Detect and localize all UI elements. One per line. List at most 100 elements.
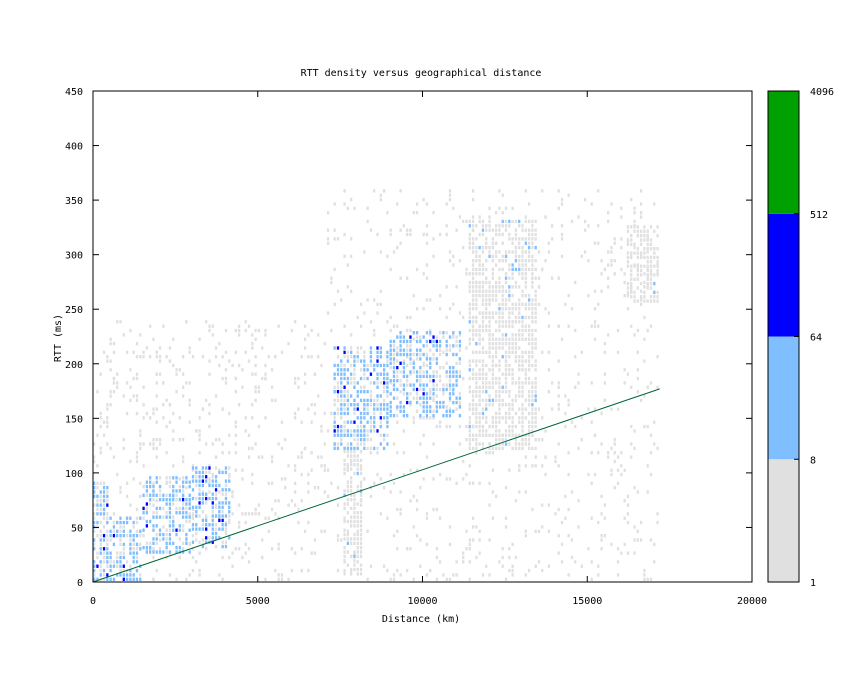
density-cell xyxy=(293,490,297,494)
density-cell xyxy=(188,420,191,424)
density-cell xyxy=(406,413,409,418)
density-cell xyxy=(656,512,659,516)
density-cell xyxy=(119,320,122,324)
density-cell xyxy=(531,507,534,512)
density-cell xyxy=(106,420,109,424)
density-cell xyxy=(135,451,139,455)
colorbar-bin xyxy=(768,459,799,582)
density-cell xyxy=(504,416,508,420)
density-cell xyxy=(175,577,178,581)
density-cell xyxy=(336,411,340,416)
density-cell xyxy=(485,276,488,280)
density-cell xyxy=(109,403,112,407)
density-cell xyxy=(422,383,425,387)
density-cell xyxy=(221,544,224,549)
density-cell xyxy=(333,416,336,420)
density-cell xyxy=(498,307,501,311)
density-cell xyxy=(468,560,471,564)
density-cell xyxy=(188,573,191,577)
density-cell xyxy=(488,481,491,485)
density-cell xyxy=(119,490,122,494)
density-cell xyxy=(346,484,350,489)
density-cell xyxy=(132,525,135,529)
density-cell xyxy=(162,550,165,554)
density-cell xyxy=(524,307,527,311)
density-cell xyxy=(168,497,172,502)
density-cell xyxy=(607,250,610,254)
density-cell xyxy=(247,455,251,459)
density-cell xyxy=(346,449,350,454)
density-cell xyxy=(501,333,504,337)
density-cell xyxy=(343,407,346,411)
density-cell xyxy=(524,359,527,363)
density-cell xyxy=(211,324,214,328)
density-cell xyxy=(402,387,406,392)
density-cell xyxy=(320,429,323,433)
density-cell xyxy=(524,433,527,437)
density-cell xyxy=(125,573,129,577)
density-cell xyxy=(270,507,274,512)
density-cell xyxy=(93,560,96,564)
density-cell xyxy=(188,506,191,511)
density-cell xyxy=(649,577,653,581)
density-cell xyxy=(336,381,340,385)
density-cell xyxy=(616,350,620,355)
density-cell xyxy=(129,328,132,333)
density-cell xyxy=(93,529,96,533)
density-cell xyxy=(633,525,636,529)
density-cell xyxy=(333,420,336,424)
density-cell xyxy=(643,272,646,276)
density-cell xyxy=(636,233,639,238)
density-cell xyxy=(429,357,432,361)
density-cell xyxy=(241,477,244,481)
density-cell xyxy=(317,455,320,459)
density-cell xyxy=(643,238,646,242)
density-cell xyxy=(116,555,119,560)
density-cell xyxy=(129,529,132,533)
density-cell xyxy=(340,363,343,368)
density-cell xyxy=(234,547,237,551)
density-cell xyxy=(346,446,350,451)
density-cell xyxy=(336,533,340,538)
density-cell xyxy=(478,341,481,346)
density-cell xyxy=(96,481,99,485)
density-cell xyxy=(442,331,445,335)
density-cell xyxy=(514,307,518,311)
density-cell xyxy=(445,285,448,289)
density-cell xyxy=(208,359,211,363)
density-cell xyxy=(343,572,346,576)
density-cell xyxy=(102,499,106,503)
density-cell xyxy=(191,507,195,512)
density-cell xyxy=(649,281,653,286)
density-cell xyxy=(481,324,485,328)
density-cell xyxy=(99,424,102,429)
density-cell xyxy=(333,429,336,433)
density-cell xyxy=(442,387,445,392)
density-cell xyxy=(376,232,379,237)
density-cell xyxy=(636,368,639,372)
density-cell xyxy=(475,237,478,241)
density-cell xyxy=(185,515,188,519)
density-cell xyxy=(353,554,356,559)
density-cell xyxy=(425,331,429,335)
density-cell xyxy=(435,387,438,392)
density-cell xyxy=(208,477,211,481)
density-cell xyxy=(471,376,475,381)
density-cell xyxy=(112,564,116,568)
density-cell xyxy=(465,547,468,551)
density-cell xyxy=(498,320,501,324)
density-cell xyxy=(155,437,158,442)
density-cell xyxy=(389,381,392,385)
density-cell xyxy=(527,307,531,311)
density-cell xyxy=(191,540,195,544)
density-cell xyxy=(155,394,158,398)
density-cell xyxy=(109,555,112,560)
density-cell xyxy=(498,381,501,385)
density-cell xyxy=(643,295,646,299)
density-cell xyxy=(527,403,531,407)
density-cell xyxy=(590,560,593,564)
density-cell xyxy=(386,420,389,424)
density-cell xyxy=(181,506,185,511)
density-cell xyxy=(649,238,653,242)
density-cell xyxy=(106,416,109,420)
